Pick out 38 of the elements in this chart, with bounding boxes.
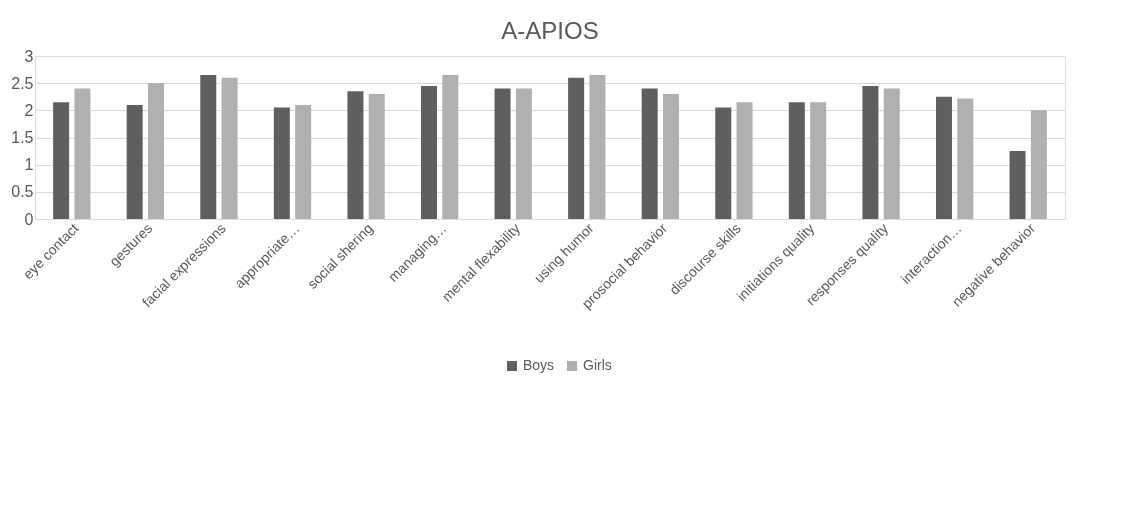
bar (515, 88, 532, 219)
bar (788, 102, 805, 219)
bar (736, 102, 753, 219)
chart-title: A-APIOS (501, 17, 599, 44)
y-tick-label: 0 (24, 210, 34, 228)
bar (957, 98, 974, 219)
bar (568, 77, 585, 219)
bar (935, 96, 952, 219)
bar (200, 75, 217, 219)
bar (715, 107, 732, 219)
bar (295, 104, 312, 219)
bar (420, 85, 437, 219)
bar (368, 94, 385, 219)
legend-label: Boys (523, 357, 555, 373)
y-tick-label: 1 (24, 156, 34, 174)
bar (883, 88, 900, 219)
bar (148, 83, 165, 219)
bar (810, 102, 827, 219)
bar (589, 75, 606, 219)
bar (641, 88, 658, 219)
bar (74, 88, 91, 219)
bar (53, 102, 70, 219)
bar (494, 88, 511, 219)
y-tick-label: 0.5 (11, 183, 34, 201)
bar (1030, 110, 1047, 219)
bar (347, 91, 364, 219)
bar (126, 104, 143, 219)
bar (663, 94, 680, 219)
bar (1009, 151, 1026, 219)
legend-label: Girls (583, 357, 612, 373)
bar (273, 107, 290, 219)
y-tick-label: 3 (24, 47, 34, 65)
bar (442, 75, 459, 219)
y-tick-label: 1.5 (11, 129, 34, 146)
bar (862, 85, 879, 219)
bar (221, 77, 238, 219)
y-tick-label: 2.5 (11, 74, 34, 92)
y-tick-label: 2 (24, 101, 34, 119)
